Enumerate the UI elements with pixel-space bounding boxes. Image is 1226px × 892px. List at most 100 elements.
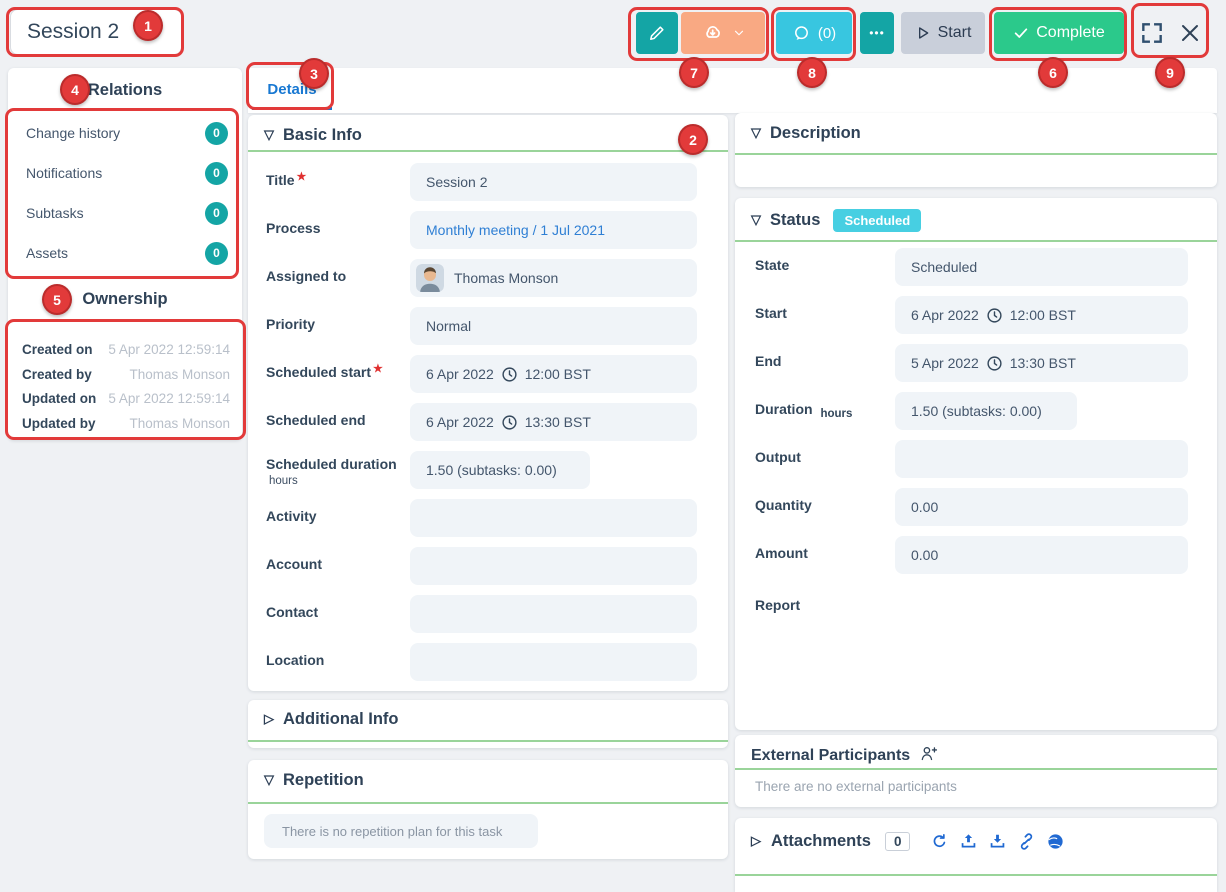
ownership-value: 5 Apr 2022 12:59:14 xyxy=(108,391,230,406)
refresh-icon[interactable] xyxy=(930,832,949,851)
end-field[interactable]: 5 Apr 2022 13:30 BST xyxy=(895,344,1188,382)
chevron-down-icon xyxy=(732,26,746,40)
status-header[interactable]: ▽ Status Scheduled xyxy=(751,209,922,232)
external-participants-empty-text: There are no external participants xyxy=(755,779,957,794)
scheduled-end-field[interactable]: 6 Apr 2022 13:30 BST xyxy=(410,403,697,441)
sidebar-item-subtasks[interactable]: Subtasks 0 xyxy=(8,196,242,230)
fullscreen-button[interactable] xyxy=(1134,15,1170,51)
field-label: End xyxy=(755,353,782,369)
field-value: 0.00 xyxy=(911,547,939,563)
collapse-expanded-icon: ▽ xyxy=(751,211,761,227)
scheduled-duration-field[interactable]: 1.50 (subtasks: 0.00) xyxy=(410,451,590,489)
field-label: Scheduled start xyxy=(266,364,372,380)
person-add-icon[interactable] xyxy=(919,744,938,768)
divider xyxy=(735,240,1217,242)
tab-active-underline xyxy=(252,107,332,110)
repetition-empty-text: There is no repetition plan for this tas… xyxy=(282,823,503,839)
close-button[interactable] xyxy=(1172,15,1208,51)
ownership-value: Thomas Monson xyxy=(129,367,230,382)
ownership-row-updated-by: Updated by Thomas Monson xyxy=(8,416,242,431)
duration-field[interactable]: 1.50 (subtasks: 0.00) xyxy=(895,392,1077,430)
field-label: Account xyxy=(266,556,322,572)
location-field[interactable] xyxy=(410,643,697,681)
basic-info-section: ▽ Basic Info Title ★ Session 2 Process Mo… xyxy=(248,115,728,691)
additional-info-title: Additional Info xyxy=(283,710,399,728)
globe-icon[interactable] xyxy=(1046,832,1065,851)
field-label: Location xyxy=(266,652,325,668)
upload-icon[interactable] xyxy=(959,832,978,851)
sidebar: Relations Change history 0 Notifications… xyxy=(8,68,242,440)
sidebar-item-assets[interactable]: Assets 0 xyxy=(8,236,242,270)
field-label: Duration xyxy=(755,401,813,417)
tab-details[interactable]: Details xyxy=(252,68,332,110)
description-title: Description xyxy=(770,124,861,142)
time-value: 13:30 BST xyxy=(524,414,591,430)
field-unit: hours xyxy=(269,475,298,487)
date-value: 6 Apr 2022 xyxy=(426,414,494,430)
clock-icon xyxy=(501,366,518,383)
sync-dropdown-button[interactable] xyxy=(681,12,765,54)
time-value: 13:30 BST xyxy=(1009,355,1076,371)
state-field[interactable]: Scheduled xyxy=(895,248,1188,286)
start-field[interactable]: 6 Apr 2022 12:00 BST xyxy=(895,296,1188,334)
sidebar-item-notifications[interactable]: Notifications 0 xyxy=(8,156,242,190)
page-title: Session 2 xyxy=(10,9,182,55)
date-value: 6 Apr 2022 xyxy=(426,366,494,382)
complete-label: Complete xyxy=(1036,24,1105,41)
basic-info-header[interactable]: ▽ Basic Info xyxy=(264,126,362,145)
field-label: Report xyxy=(755,597,801,613)
field-label: Priority xyxy=(266,316,316,332)
relation-count-badge: 0 xyxy=(205,121,228,145)
attachments-count: 0 xyxy=(884,832,911,851)
comments-button[interactable]: (0) xyxy=(776,12,852,54)
activity-field[interactable] xyxy=(410,499,697,537)
field-label: Quantity xyxy=(755,497,812,513)
scheduled-start-field[interactable]: 6 Apr 2022 12:00 BST xyxy=(410,355,697,393)
divider xyxy=(248,802,728,804)
field-value: 1.50 (subtasks: 0.00) xyxy=(426,462,557,478)
priority-field[interactable]: Normal xyxy=(410,307,697,345)
description-header[interactable]: ▽ Description xyxy=(751,124,861,143)
attachments-header[interactable]: ▷ Attachments 0 xyxy=(751,832,1065,851)
ownership-title: Ownership xyxy=(82,290,168,308)
amount-field[interactable]: 0.00 xyxy=(895,536,1188,574)
process-link[interactable]: Monthly meeting / 1 Jul 2021 xyxy=(426,222,605,238)
edit-button[interactable] xyxy=(636,12,678,54)
ownership-label: Updated by xyxy=(22,416,96,431)
ownership-row-updated-on: Updated on 5 Apr 2022 12:59:14 xyxy=(8,391,242,406)
field-label: State xyxy=(755,257,790,273)
quantity-field[interactable]: 0.00 xyxy=(895,488,1188,526)
account-field[interactable] xyxy=(410,547,697,585)
field-label: Scheduled duration xyxy=(266,456,397,472)
collapse-collapsed-icon: ▷ xyxy=(264,710,274,726)
field-value: 0.00 xyxy=(911,499,939,515)
repetition-title: Repetition xyxy=(283,771,364,789)
field-label: Title xyxy=(266,172,295,188)
repetition-header[interactable]: ▽ Repetition xyxy=(264,771,364,790)
comments-count: (0) xyxy=(817,24,837,42)
link-icon[interactable] xyxy=(1017,832,1036,851)
pencil-icon xyxy=(647,23,667,43)
page-title-text: Session 2 xyxy=(27,20,120,43)
process-field[interactable]: Monthly meeting / 1 Jul 2021 xyxy=(410,211,697,249)
field-value: Session 2 xyxy=(426,174,488,190)
title-field[interactable]: Session 2 xyxy=(410,163,697,201)
relation-label: Subtasks xyxy=(26,205,84,221)
output-field[interactable] xyxy=(895,440,1188,478)
date-value: 5 Apr 2022 xyxy=(911,355,979,371)
divider xyxy=(248,150,728,152)
external-participants-title: External Participants xyxy=(751,747,911,764)
start-button[interactable]: Start xyxy=(901,12,985,54)
contact-field[interactable] xyxy=(410,595,697,633)
chat-bubble-icon xyxy=(792,24,811,43)
download-icon[interactable] xyxy=(988,832,1007,851)
complete-button[interactable]: Complete xyxy=(994,12,1124,54)
field-label: Output xyxy=(755,449,801,465)
assigned-to-field[interactable]: Thomas Monson xyxy=(410,259,697,297)
start-label: Start xyxy=(937,24,972,41)
clock-icon xyxy=(986,355,1003,372)
additional-info-header[interactable]: ▷ Additional Info xyxy=(264,710,398,729)
collapse-collapsed-icon: ▷ xyxy=(751,832,761,848)
more-options-button[interactable]: ••• xyxy=(860,12,894,54)
sidebar-item-change-history[interactable]: Change history 0 xyxy=(8,116,242,150)
